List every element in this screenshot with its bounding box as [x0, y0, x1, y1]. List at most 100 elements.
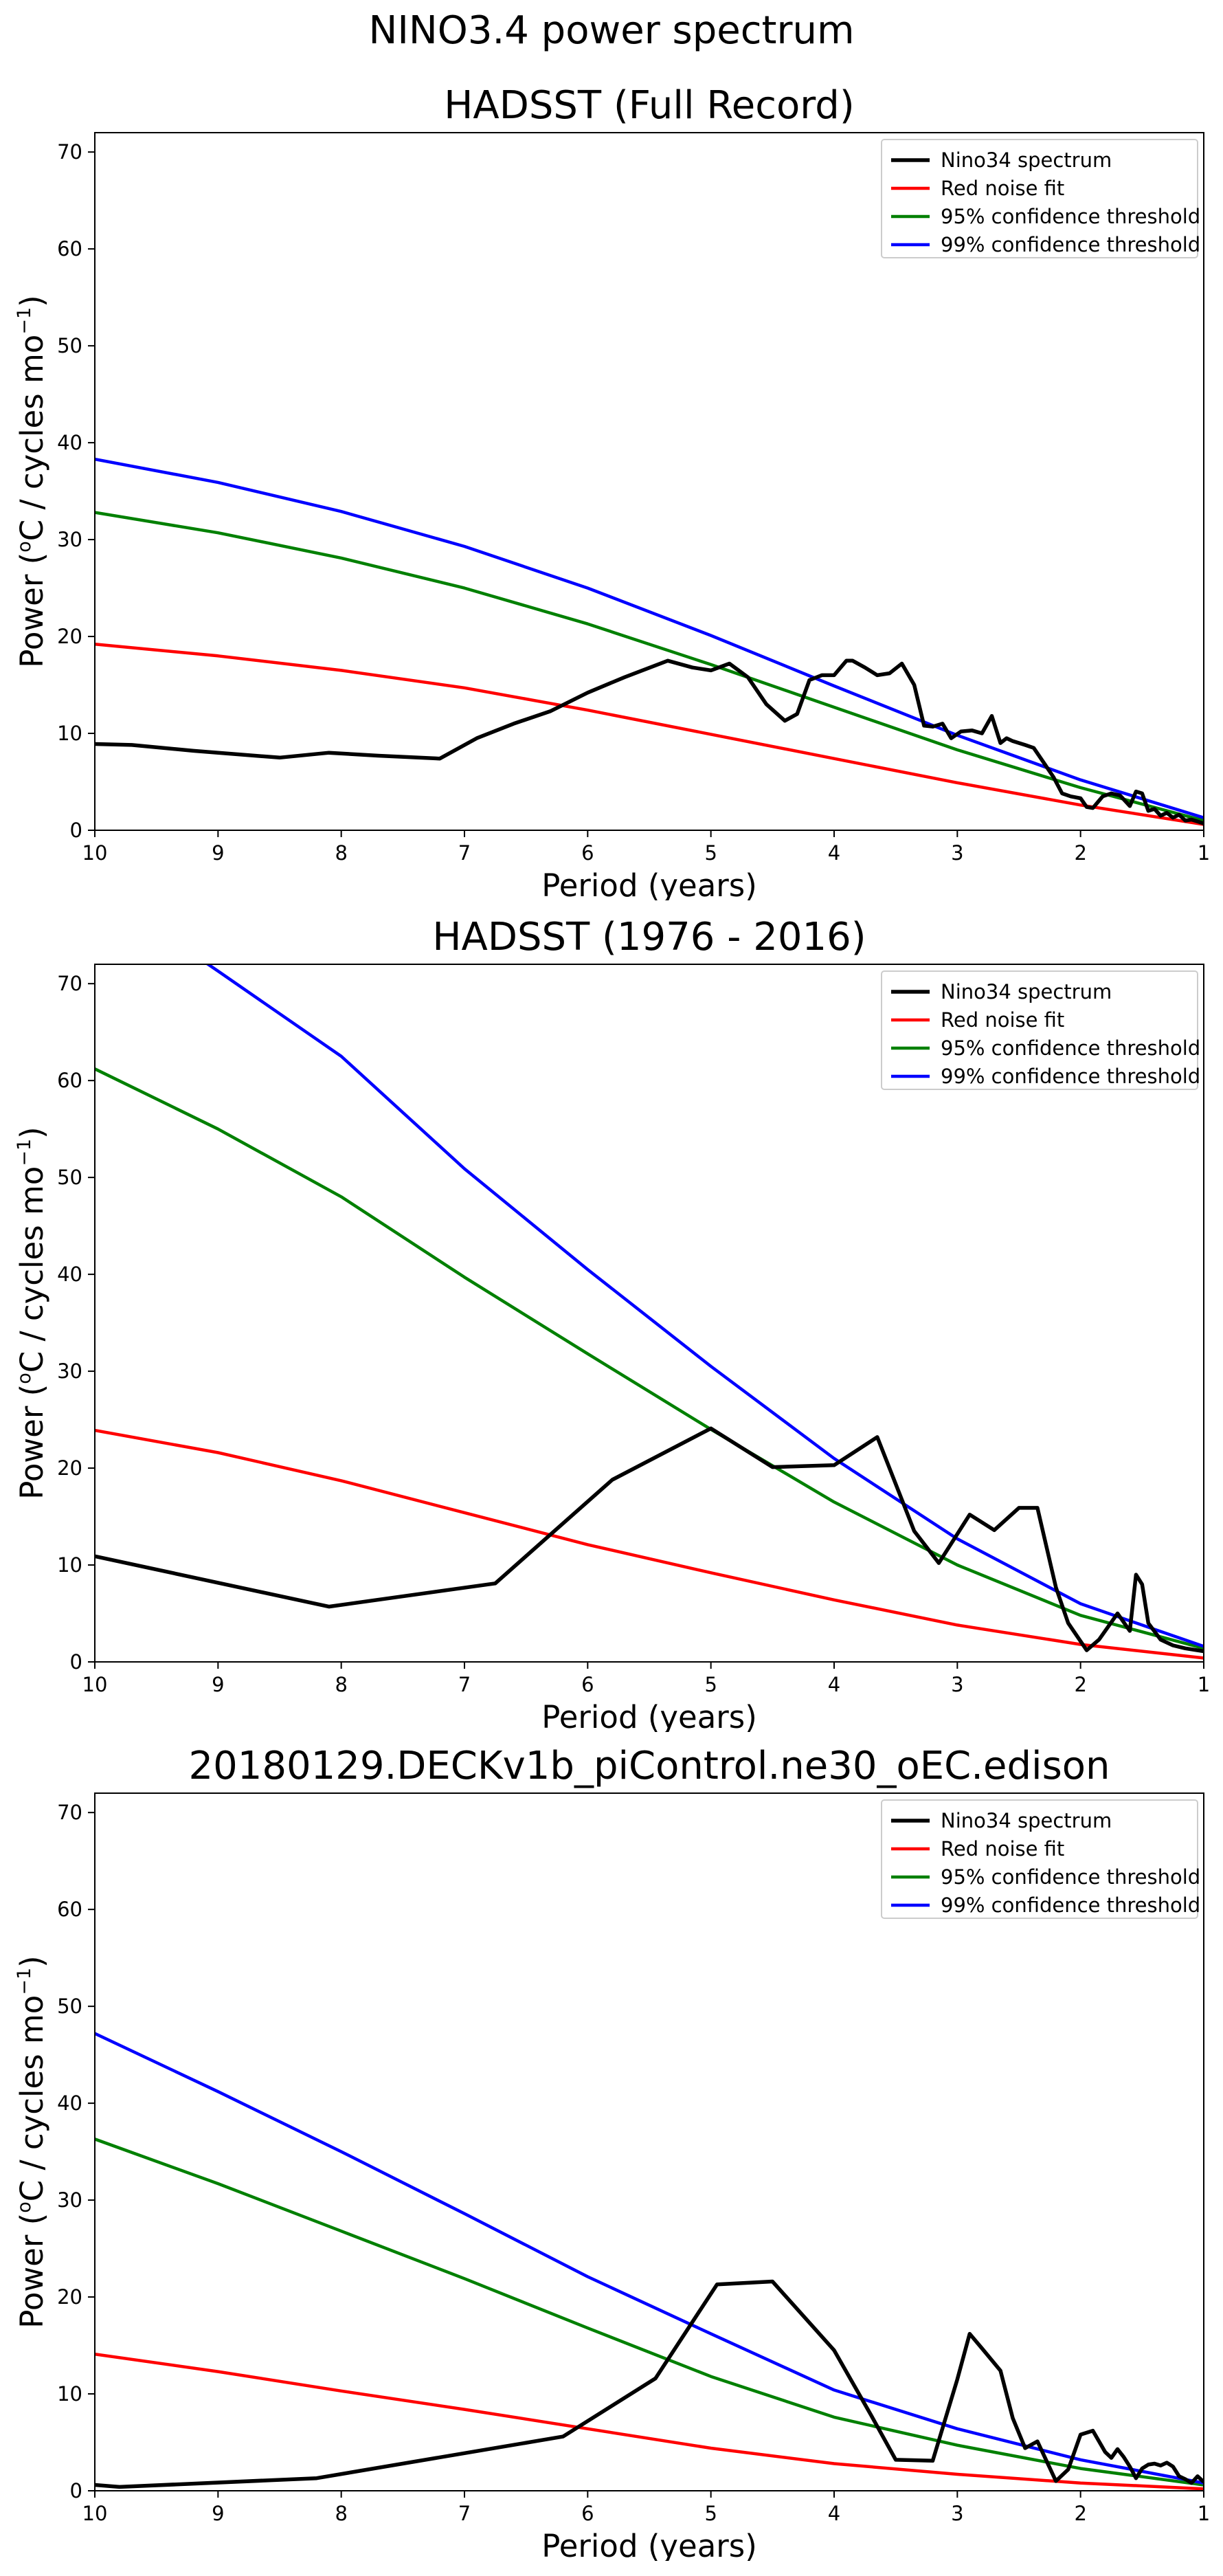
y-tick-label: 10	[57, 1553, 82, 1577]
x-tick-label: 9	[212, 2502, 224, 2525]
series-line-4	[205, 964, 1204, 1648]
series-line-3	[95, 511, 1204, 823]
y-tick-label: 40	[57, 2091, 82, 2115]
legend-label: 99% confidence threshold	[941, 1065, 1200, 1088]
chart-panel-1: HADSST (Full Record) 10 9 8 7 6 5 4 3 2 1 0 10 20 30 40…	[0, 76, 1223, 900]
legend-label: 99% confidence threshold	[941, 233, 1200, 256]
legend-label: Red noise fit	[941, 1837, 1064, 1861]
x-tick-label: 7	[458, 841, 471, 865]
legend-label: 95% confidence threshold	[941, 205, 1200, 228]
y-tick-label: 30	[57, 1359, 82, 1383]
chart-panel-3: 20180129.DECKv1b_piControl.ne30_oEC.edis…	[0, 1736, 1223, 2561]
x-tick-label: 10	[82, 1673, 108, 1696]
x-tick-label: 3	[951, 2502, 963, 2525]
y-tick-label: 30	[57, 2188, 82, 2212]
chart-svg: HADSST (Full Record)10 9 8 7 6 5 4 3 2 1010203040…	[14, 83, 1210, 900]
chart-panel-2: HADSST (1976 - 2016) 10 9 8 7 6 5 4 3 2 1 0 10 20 30 40…	[0, 907, 1223, 1732]
x-tick-label: 6	[581, 841, 594, 865]
y-tick-label: 60	[57, 237, 82, 260]
y-tick-label: 10	[57, 2382, 82, 2406]
series-line-3	[95, 2138, 1204, 2487]
x-tick-label: 7	[458, 2502, 471, 2525]
y-tick-label: 40	[57, 1263, 82, 1286]
legend-box	[881, 139, 1198, 258]
x-tick-label: 3	[951, 841, 963, 865]
x-tick-label: 3	[951, 1673, 963, 1696]
y-tick-label: 50	[57, 334, 82, 357]
x-axis-label: Period (years)	[541, 2528, 757, 2561]
y-tick-label: 50	[57, 1995, 82, 2018]
x-tick-label: 5	[704, 841, 717, 865]
x-tick-label: 5	[704, 1673, 717, 1696]
series-line-2	[95, 2352, 1204, 2491]
x-tick-label: 6	[581, 2502, 594, 2525]
chart-svg: HADSST (1976 - 2016)10 9 8 7 6 5 4 3 2 1010203040…	[14, 915, 1210, 1732]
series-line-4	[95, 457, 1204, 819]
series-line-2	[95, 1428, 1204, 1660]
series-line-1	[95, 658, 1204, 825]
x-axis-label: Period (years)	[541, 1699, 757, 1732]
series-line-1	[95, 2279, 1204, 2489]
x-tick-label: 9	[212, 841, 224, 865]
y-axis-label: Power (oC / cycles mo−1)	[14, 295, 50, 667]
y-tick-label: 70	[57, 140, 82, 164]
x-tick-label: 2	[1074, 1673, 1086, 1696]
x-axis-label: Period (years)	[541, 867, 757, 900]
legend-label: Nino34 spectrum	[941, 148, 1112, 172]
y-tick-label: 0	[70, 1650, 82, 1674]
series-line-2	[95, 643, 1204, 826]
x-tick-label: 7	[458, 1673, 471, 1696]
y-tick-label: 0	[70, 2479, 82, 2502]
figure-suptitle: NINO3.4 power spectrum	[368, 8, 855, 53]
x-tick-label: 10	[82, 841, 108, 865]
legend-label: 99% confidence threshold	[941, 1894, 1200, 1917]
y-tick-label: 60	[57, 1898, 82, 1921]
y-tick-label: 0	[70, 819, 82, 842]
y-tick-label: 30	[57, 528, 82, 551]
chart-svg: 20180129.DECKv1b_piControl.ne30_oEC.edis…	[14, 1744, 1210, 2561]
legend-box	[881, 1799, 1198, 1919]
series-line-4	[95, 2032, 1204, 2485]
y-axis-label: Power (oC / cycles mo−1)	[14, 1126, 50, 1499]
x-tick-label: 1	[1198, 841, 1210, 865]
x-tick-label: 4	[828, 1673, 840, 1696]
x-tick-label: 8	[335, 1673, 347, 1696]
plot-frame	[94, 964, 1204, 1663]
x-tick-label: 2	[1074, 841, 1086, 865]
y-tick-label: 70	[57, 1801, 82, 1824]
x-tick-label: 1	[1198, 2502, 1210, 2525]
y-tick-label: 10	[57, 722, 82, 745]
x-tick-label: 5	[704, 2502, 717, 2525]
legend-label: 95% confidence threshold	[941, 1865, 1200, 1889]
x-tick-label: 1	[1198, 1673, 1210, 1696]
y-tick-label: 70	[57, 972, 82, 995]
plot-frame	[94, 132, 1204, 831]
y-tick-label: 20	[57, 2285, 82, 2309]
x-tick-label: 8	[335, 2502, 347, 2525]
legend-label: Nino34 spectrum	[941, 980, 1112, 1003]
y-axis-label: Power (oC / cycles mo−1)	[14, 1955, 50, 2328]
x-tick-label: 6	[581, 1673, 594, 1696]
chart-title: HADSST (1976 - 2016)	[432, 915, 866, 959]
x-tick-label: 8	[335, 841, 347, 865]
legend-label: Red noise fit	[941, 177, 1064, 200]
y-tick-label: 50	[57, 1166, 82, 1189]
series-line-3	[95, 1067, 1204, 1650]
y-tick-label: 20	[57, 625, 82, 648]
x-tick-label: 4	[828, 2502, 840, 2525]
x-tick-label: 4	[828, 841, 840, 865]
chart-title: HADSST (Full Record)	[444, 83, 854, 128]
y-tick-label: 40	[57, 431, 82, 454]
chart-title: 20180129.DECKv1b_piControl.ne30_oEC.edis…	[188, 1744, 1110, 1788]
series-line-1	[95, 1426, 1204, 1654]
legend-label: 95% confidence threshold	[941, 1036, 1200, 1060]
legend-label: Red noise fit	[941, 1008, 1064, 1032]
legend-label: Nino34 spectrum	[941, 1809, 1112, 1832]
legend-box	[881, 970, 1198, 1090]
x-tick-label: 2	[1074, 2502, 1086, 2525]
x-tick-label: 9	[212, 1673, 224, 1696]
y-tick-label: 60	[57, 1069, 82, 1092]
plot-frame	[94, 1792, 1204, 2491]
x-tick-label: 10	[82, 2502, 108, 2525]
y-tick-label: 20	[57, 1456, 82, 1480]
